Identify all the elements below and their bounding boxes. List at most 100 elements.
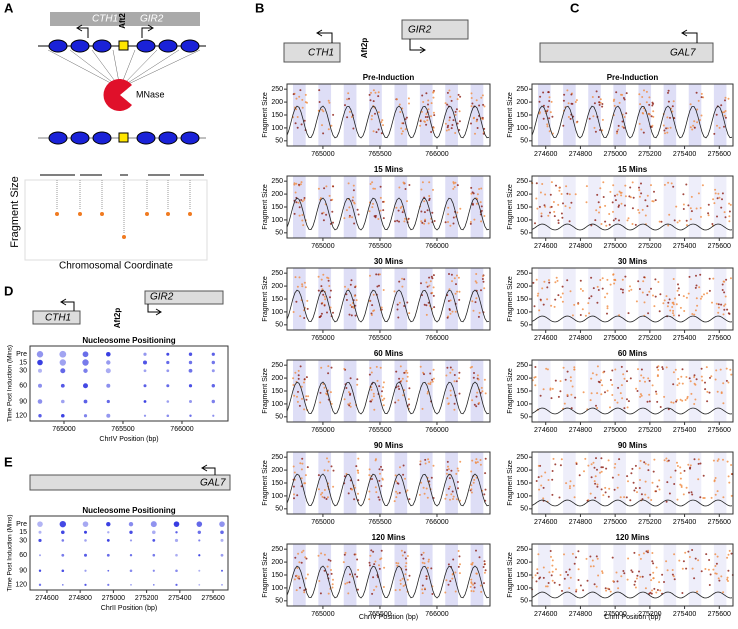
fragment-dot bbox=[708, 559, 711, 561]
fragment-dot bbox=[679, 483, 682, 486]
fragment-dot bbox=[622, 570, 625, 572]
fragment-dot bbox=[725, 379, 728, 382]
y-tick-label: 50 bbox=[275, 138, 283, 145]
fragment-dot bbox=[640, 182, 642, 185]
fragment-dot bbox=[457, 487, 459, 490]
fragment-dot bbox=[408, 387, 411, 390]
fragment-dot bbox=[564, 378, 567, 381]
fragment-dot bbox=[368, 474, 371, 477]
fragment-dot bbox=[470, 578, 473, 581]
fragment-dot bbox=[422, 557, 425, 560]
fragment-dot bbox=[349, 573, 351, 576]
fragment-dot bbox=[368, 210, 371, 213]
fragment-dot bbox=[449, 498, 451, 501]
fragment-dot bbox=[700, 114, 703, 117]
nucleosome-dot bbox=[38, 530, 42, 534]
fragment-dot bbox=[627, 480, 629, 483]
fragment-dot bbox=[319, 391, 322, 394]
fragment-dot bbox=[445, 374, 448, 377]
fragment-dot bbox=[661, 573, 664, 576]
fragment-dot bbox=[703, 497, 706, 499]
nucleosome-dot bbox=[84, 553, 87, 557]
y-tick-label: 250 bbox=[516, 86, 528, 93]
fragment-dot bbox=[298, 214, 301, 217]
fragment-dot bbox=[380, 395, 383, 398]
fragment-dot bbox=[714, 378, 717, 381]
fragment-dot bbox=[469, 222, 472, 225]
x-tick-label: 274800 bbox=[569, 151, 592, 158]
fragment-dot bbox=[560, 458, 563, 461]
fragment-dot bbox=[422, 101, 425, 103]
fragment-dot bbox=[357, 492, 359, 495]
fragment-dot bbox=[484, 392, 487, 395]
fragment-dot bbox=[320, 552, 323, 555]
gene-box bbox=[32, 310, 81, 325]
fragment-dot bbox=[702, 96, 705, 99]
fragment-dot bbox=[429, 280, 432, 283]
fragment-dot bbox=[478, 401, 481, 404]
nucleosome-dot bbox=[166, 360, 170, 365]
y-tick-label: 200 bbox=[271, 375, 283, 382]
fragment-dot bbox=[447, 403, 450, 405]
fragment-dot bbox=[447, 487, 450, 490]
plot-title: 30 Mins bbox=[374, 257, 404, 266]
nucleosome-dot bbox=[37, 521, 43, 527]
fragment-dot bbox=[715, 369, 718, 372]
fragment-dot bbox=[614, 217, 617, 220]
fragment-dot bbox=[671, 105, 674, 108]
fragment-dot bbox=[717, 303, 720, 306]
fragment-dot bbox=[304, 482, 307, 485]
y-tick-label: 100 bbox=[516, 309, 528, 316]
fragment-dot bbox=[406, 489, 409, 492]
fragment-dot bbox=[423, 222, 426, 225]
fragment-dot bbox=[573, 496, 576, 499]
fragment-dot bbox=[473, 586, 476, 589]
fragment-dot bbox=[619, 496, 622, 499]
fragment-dot bbox=[561, 292, 564, 295]
y-axis-label: Time Post Induction (Mins) bbox=[7, 345, 14, 422]
fragment-dot bbox=[395, 562, 398, 564]
nucleosome-dot bbox=[83, 414, 88, 418]
fragment-dot bbox=[621, 93, 624, 96]
nucleosome-dot bbox=[196, 521, 203, 527]
fragment-dot bbox=[704, 388, 707, 391]
fragment-dot bbox=[639, 459, 642, 462]
fragment-dot bbox=[570, 201, 573, 204]
mnase-icon bbox=[103, 79, 132, 112]
fragment-dot bbox=[404, 573, 407, 576]
nucleosome-dot bbox=[211, 352, 215, 356]
occupancy-curve bbox=[286, 381, 490, 415]
fragment-dot bbox=[667, 89, 670, 92]
fragment-dot bbox=[352, 127, 355, 130]
fragment-dot bbox=[375, 131, 378, 134]
y-tick-label: 100 bbox=[271, 125, 283, 132]
fragment-dot bbox=[350, 488, 353, 491]
fragment-dot bbox=[470, 488, 473, 491]
fragment-dot bbox=[693, 458, 696, 461]
fragment-dot bbox=[446, 469, 449, 471]
fragment-dot bbox=[548, 96, 551, 99]
nucleosome-band bbox=[343, 360, 357, 422]
fragment-dot bbox=[658, 488, 661, 491]
y-tick-label: 50 bbox=[520, 230, 528, 237]
fragment-dot bbox=[535, 480, 538, 482]
x-tick-label: 275400 bbox=[673, 427, 696, 434]
fragment-dot bbox=[557, 294, 560, 297]
fragment-dot bbox=[379, 185, 382, 188]
nucleosome-dot bbox=[189, 414, 192, 417]
nucleosome-dot bbox=[128, 521, 134, 527]
x-tick-label: 765500 bbox=[368, 335, 391, 342]
fragment-dot bbox=[345, 387, 348, 389]
fragment-dot bbox=[676, 498, 679, 501]
fragment-dot bbox=[648, 96, 651, 99]
fragment-dot bbox=[536, 207, 539, 210]
fragment-dot bbox=[377, 128, 380, 131]
fragment-dot bbox=[378, 284, 380, 287]
fragment-point bbox=[78, 212, 82, 216]
fragment-dot bbox=[650, 579, 653, 582]
x-tick-label: 765000 bbox=[52, 426, 75, 433]
fragment-dot bbox=[453, 402, 456, 405]
fragment-dot bbox=[613, 104, 616, 107]
fragment-dot bbox=[484, 472, 487, 475]
fragment-dot bbox=[693, 403, 696, 405]
